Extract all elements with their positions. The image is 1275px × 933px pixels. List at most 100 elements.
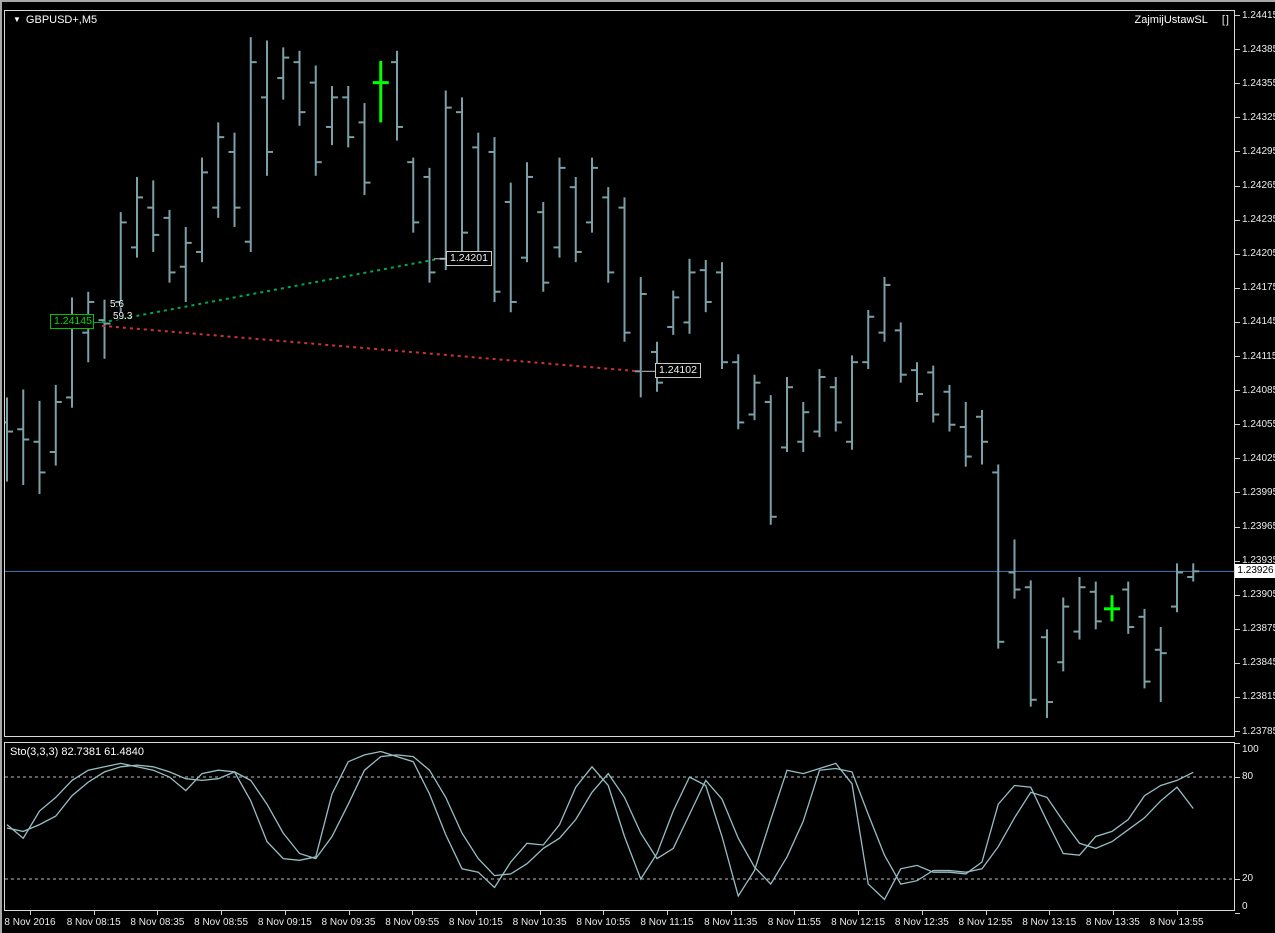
time-tick bbox=[348, 911, 350, 915]
ohlc-bar bbox=[358, 103, 371, 196]
time-tick-label: 8 Nov 11:55 bbox=[767, 917, 821, 928]
green-trendline[interactable] bbox=[101, 257, 440, 324]
current-price-badge: 1.23926 bbox=[1235, 564, 1275, 579]
ohlc-bar bbox=[342, 86, 355, 148]
indicator-pane[interactable]: Sto(3,3,3) 82.7381 61.4840 bbox=[4, 742, 1235, 911]
time-axis[interactable]: 8 Nov 2016 8 Nov 08:15 8 Nov 08:35 8 Nov 08… bbox=[2, 911, 1235, 933]
time-tick bbox=[1112, 911, 1114, 915]
ohlc-bar bbox=[456, 97, 468, 252]
time-tick bbox=[475, 911, 477, 915]
price-tick-label: 1.24415 bbox=[1242, 9, 1275, 21]
ohlc-bar bbox=[553, 157, 566, 258]
price-tick-label: 1.24265 bbox=[1242, 180, 1275, 192]
stochastic-signal-line bbox=[6, 754, 1194, 886]
ohlc-bar bbox=[797, 401, 810, 452]
trade-marker-cross[interactable] bbox=[1104, 595, 1120, 622]
ohlc-bar bbox=[49, 384, 62, 466]
trend-price-label[interactable]: 1.24201 bbox=[446, 250, 492, 266]
time-tick bbox=[93, 911, 95, 915]
ohlc-bar bbox=[976, 409, 988, 465]
time-tick bbox=[667, 911, 668, 915]
ohlc-bar bbox=[277, 47, 290, 100]
ohlc-bar bbox=[846, 355, 858, 450]
price-tick bbox=[1235, 49, 1240, 51]
time-tick-label: 8 Nov 09:35 bbox=[321, 917, 376, 928]
price-tick-label: 1.24355 bbox=[1242, 77, 1275, 89]
ohlc-bar bbox=[732, 354, 745, 430]
ohlc-bar bbox=[716, 262, 728, 370]
price-tick bbox=[1235, 458, 1240, 460]
time-tick-label: 8 Nov 11:15 bbox=[640, 917, 694, 928]
price-tick-label: 1.23785 bbox=[1242, 725, 1275, 737]
ohlc-bar bbox=[764, 395, 777, 525]
ohlc-bar bbox=[147, 180, 160, 252]
time-tick-label: 8 Nov 08:15 bbox=[66, 917, 121, 928]
ohlc-bar bbox=[407, 157, 420, 233]
object-brackets-icon[interactable]: [] bbox=[1221, 14, 1230, 26]
ohlc-bar bbox=[1138, 608, 1151, 689]
ohlc-bar bbox=[1041, 629, 1053, 718]
time-tick bbox=[157, 911, 159, 915]
ohlc-bar bbox=[228, 132, 241, 227]
trade-marker-cross[interactable] bbox=[372, 61, 389, 123]
time-tick bbox=[412, 911, 414, 915]
price-tick-label: 1.23935 bbox=[1242, 555, 1275, 567]
script-corner: ZajmijUstawSL [] bbox=[1135, 14, 1230, 26]
main-chart-pane[interactable]: 1.24145 1.24201 1.24102 5.6 59.3 ▼ GBPUSD+,M5… bbox=[4, 10, 1235, 737]
symbol-title: ▼ GBPUSD+,M5 bbox=[13, 14, 97, 26]
price-tick bbox=[1235, 696, 1240, 698]
time-tick bbox=[1176, 911, 1178, 915]
time-tick bbox=[730, 911, 732, 915]
price-tick bbox=[1235, 492, 1240, 494]
price-tick-label: 1.24145 bbox=[1242, 316, 1275, 328]
time-tick-label: 8 Nov 12:15 bbox=[831, 917, 886, 928]
price-tick bbox=[1235, 321, 1240, 323]
price-tick bbox=[1235, 594, 1240, 596]
time-tick bbox=[30, 911, 31, 915]
time-tick bbox=[603, 911, 605, 915]
symbol-period-label: GBPUSD+,M5 bbox=[25, 14, 98, 26]
price-tick-label: 1.24175 bbox=[1242, 282, 1275, 294]
ohlc-bar bbox=[667, 290, 680, 335]
dropdown-arrow-icon[interactable]: ▼ bbox=[13, 15, 21, 24]
price-tick-label: 1.23875 bbox=[1242, 623, 1275, 635]
ohlc-bar bbox=[683, 258, 696, 334]
ohlc-bar bbox=[1154, 627, 1167, 703]
ohlc-bar bbox=[326, 86, 338, 146]
price-tick bbox=[1235, 253, 1240, 255]
ohlc-bar bbox=[504, 182, 517, 313]
ohlc-bar bbox=[131, 176, 143, 258]
price-axis[interactable]: 1.24415 1.24385 1.24355 1.24325 1.24295 1.242… bbox=[1235, 2, 1275, 933]
ohlc-bar bbox=[862, 309, 875, 370]
trend-price-label[interactable]: 1.24102 bbox=[655, 363, 701, 379]
price-tick-label: 1.24205 bbox=[1242, 248, 1275, 260]
time-tick-label: 8 Nov 12:55 bbox=[958, 917, 1013, 928]
indicator-tick-label: 80 bbox=[1242, 771, 1254, 782]
chart-annotations-layer: 1.24145 1.24201 1.24102 5.6 59.3 bbox=[5, 11, 1234, 736]
ohlc-bar bbox=[959, 401, 972, 467]
price-tick bbox=[1235, 390, 1240, 392]
ohlc-bar bbox=[569, 176, 582, 263]
ohlc-bar bbox=[98, 299, 111, 359]
price-tick-label: 1.24385 bbox=[1242, 43, 1275, 55]
ohlc-bar bbox=[1122, 581, 1135, 634]
ohlc-bar bbox=[586, 157, 598, 233]
time-tick bbox=[858, 911, 860, 915]
time-tick-label: 8 Nov 13:35 bbox=[1085, 917, 1140, 928]
ohlc-bar bbox=[17, 389, 30, 485]
ohlc-bar bbox=[309, 65, 322, 176]
time-tick-label: 8 Nov 12:35 bbox=[894, 917, 949, 928]
red-trendline[interactable] bbox=[101, 324, 640, 373]
pip-distance-label: 59.3 bbox=[113, 311, 133, 322]
ohlc-bar bbox=[261, 40, 273, 176]
time-tick-label: 8 Nov 13:55 bbox=[1149, 917, 1204, 928]
ohlc-bar bbox=[33, 400, 46, 495]
time-tick bbox=[284, 911, 286, 915]
trend-price-label-green[interactable]: 1.24145 bbox=[50, 314, 94, 330]
stochastic-canvas[interactable] bbox=[5, 743, 1234, 910]
ohlc-bar bbox=[537, 201, 550, 292]
time-tick-label: 8 Nov 09:15 bbox=[257, 917, 312, 928]
price-tick bbox=[1235, 185, 1240, 187]
time-tick-label: 8 Nov 13:15 bbox=[1022, 917, 1077, 928]
